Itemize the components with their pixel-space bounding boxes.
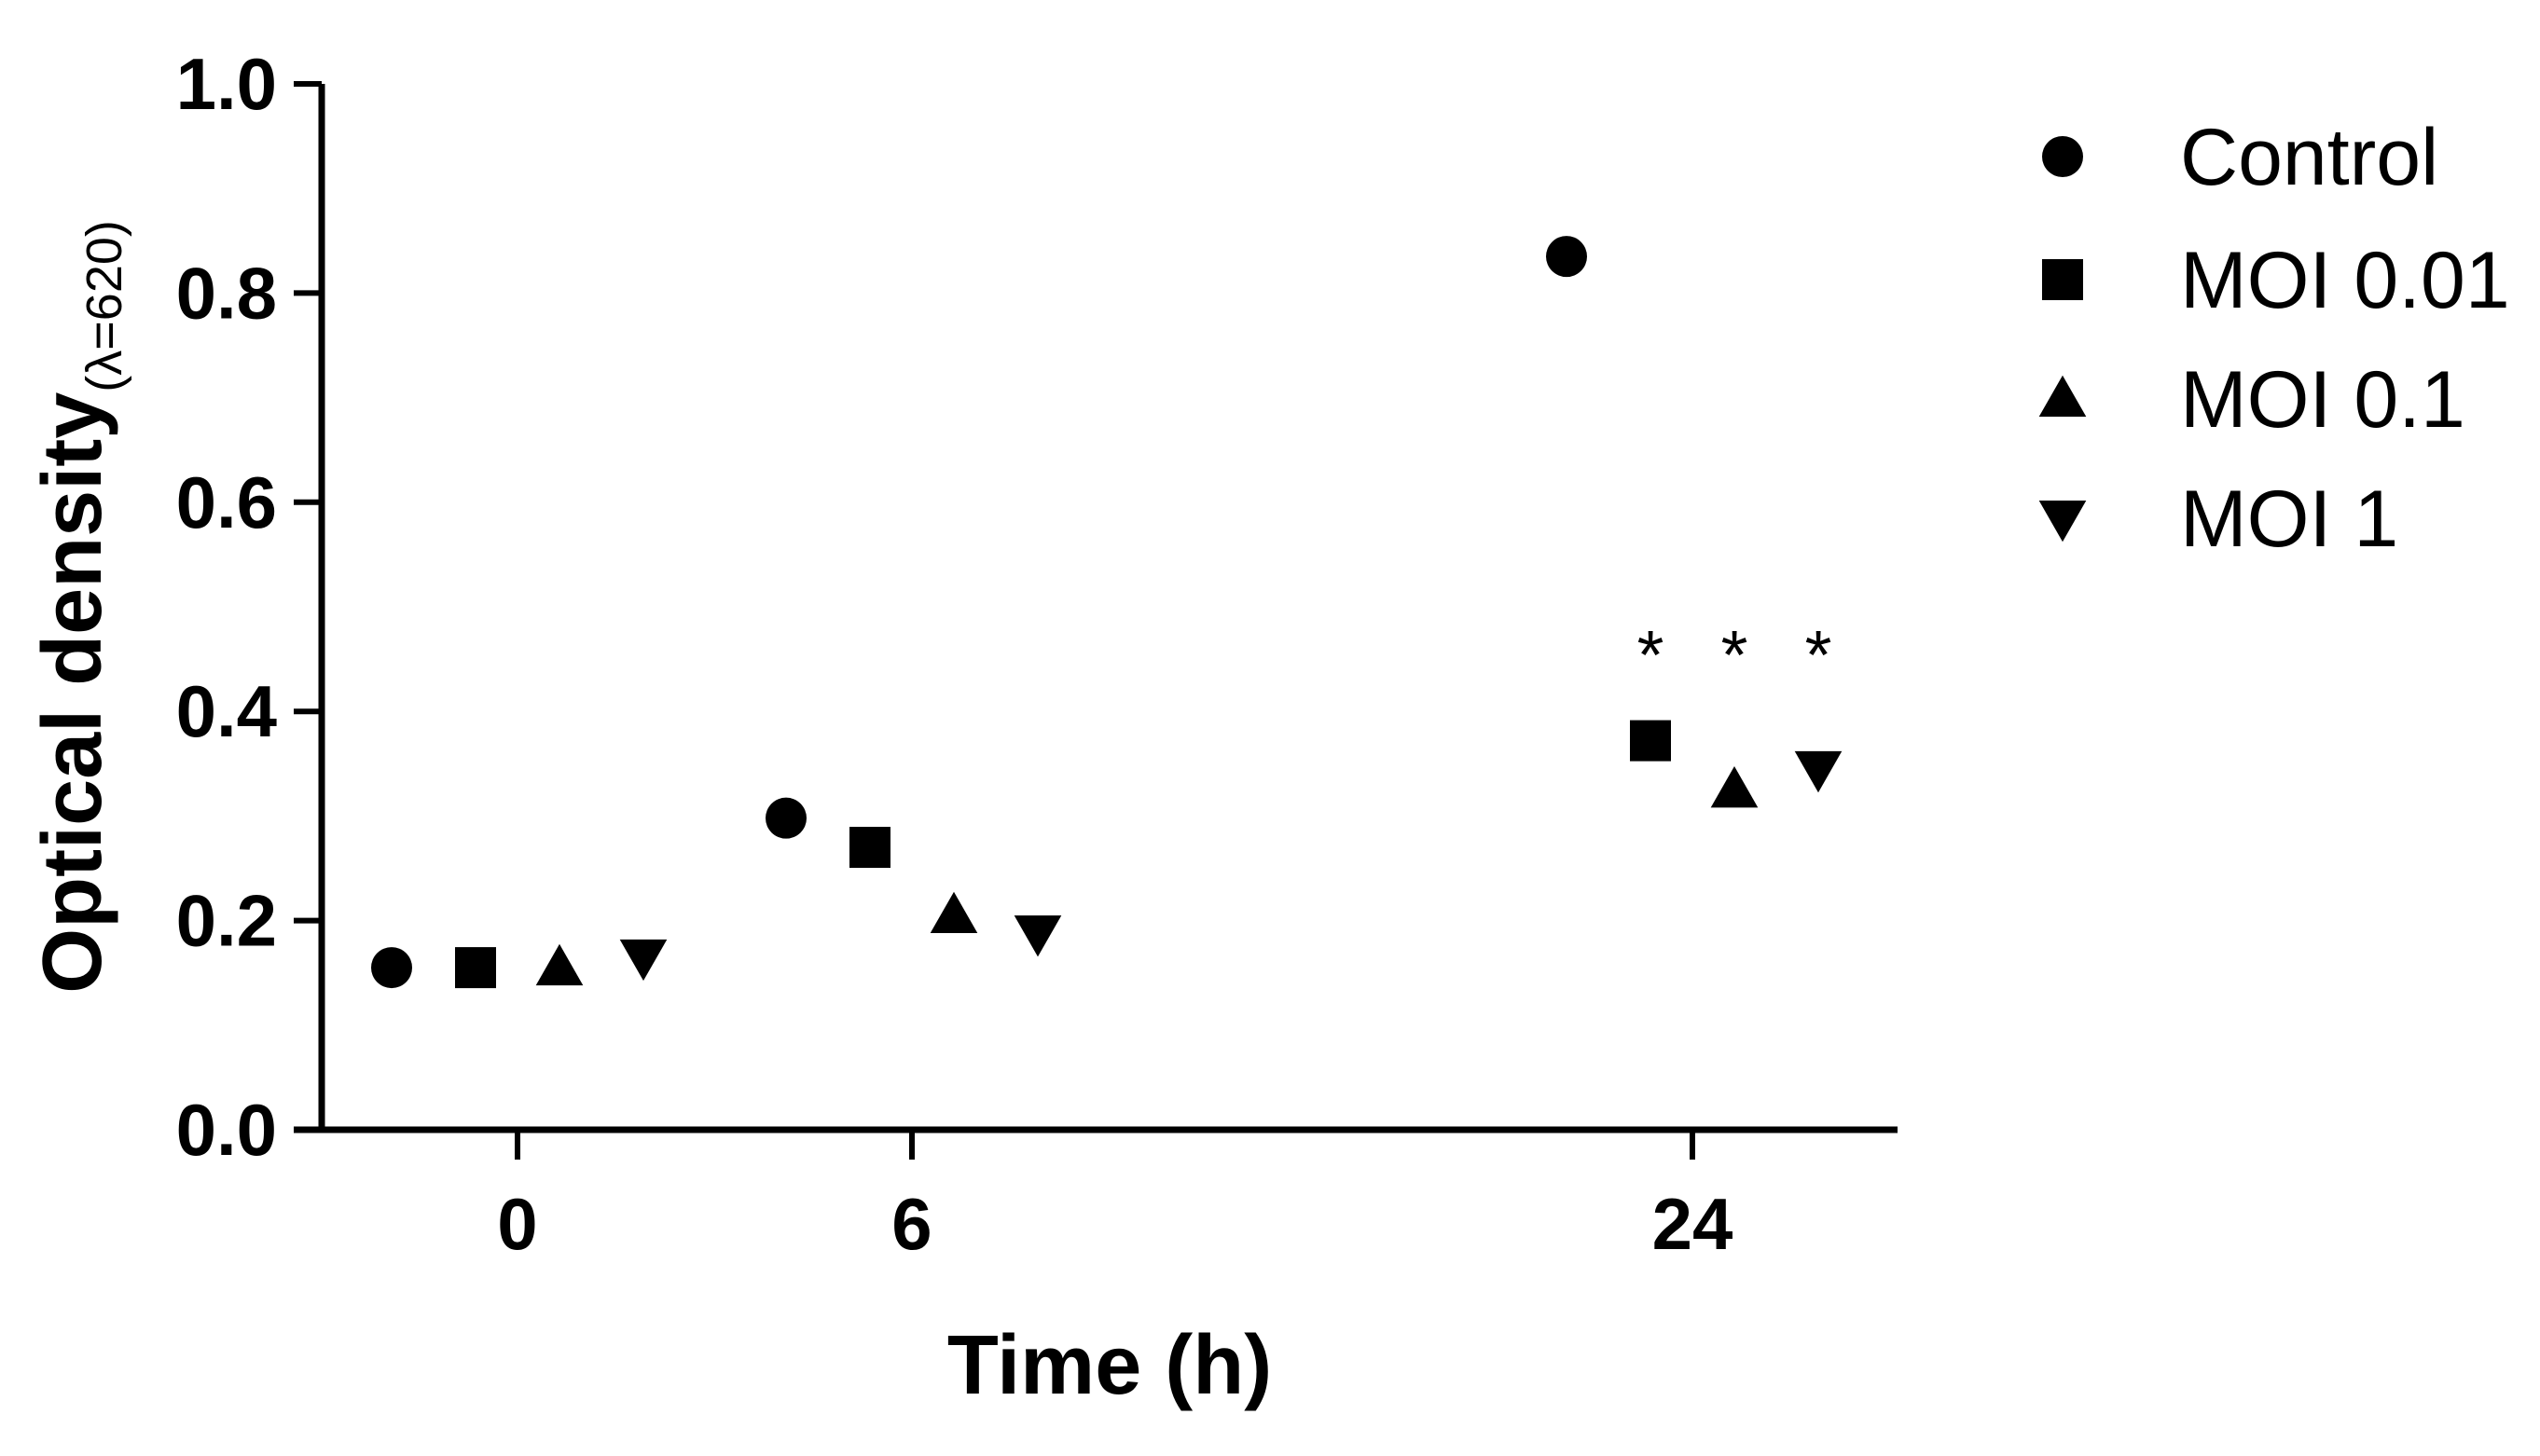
data-point-triangle-down — [1794, 750, 1843, 793]
x-tick-label: 6 — [891, 1183, 932, 1265]
y-axis-ticks: 0.0 0.2 0.4 0.6 0.8 1.0 — [176, 43, 322, 1171]
legend-item: Control — [2042, 113, 2438, 202]
significance-star: * — [1721, 616, 1748, 694]
data-point-square — [849, 827, 890, 869]
data-point-triangle-up — [535, 943, 584, 986]
x-axis-ticks: 0 6 24 — [497, 1130, 1732, 1265]
x-tick-label: 0 — [497, 1183, 537, 1265]
legend: Control MOI 0.01 MOI 0.1 MOI 1 — [2038, 113, 2510, 564]
data-point-triangle-up — [1710, 766, 1759, 808]
data-point-circle — [371, 947, 412, 989]
data-point-triangle-down — [619, 939, 668, 982]
y-axis-title-main: Optical density — [26, 392, 119, 994]
legend-marker-square — [2042, 259, 2083, 300]
legend-marker-triangle-down — [2038, 501, 2087, 543]
y-axis-title: Optical density(λ=620) — [26, 220, 132, 994]
legend-label: Control — [2180, 113, 2438, 202]
data-point-circle — [766, 797, 807, 839]
y-tick-label: 0.8 — [176, 252, 277, 334]
data-point-square — [455, 947, 496, 989]
legend-marker-circle — [2042, 136, 2083, 177]
y-tick-label: 0.2 — [176, 880, 277, 962]
data-point-circle — [1546, 236, 1587, 278]
legend-marker-triangle-up — [2038, 375, 2087, 417]
y-tick-label: 0.0 — [176, 1089, 277, 1171]
significance-star: * — [1637, 616, 1664, 694]
y-axis-title-subscript: (λ=620) — [76, 220, 132, 392]
data-point-triangle-up — [930, 891, 978, 933]
legend-item: MOI 0.01 — [2042, 236, 2510, 325]
data-points — [371, 236, 1843, 989]
y-tick-label: 1.0 — [176, 43, 277, 125]
legend-label: MOI 0.01 — [2180, 236, 2510, 325]
legend-label: MOI 1 — [2180, 474, 2398, 564]
y-tick-label: 0.6 — [176, 461, 277, 543]
data-point-triangle-down — [1014, 915, 1062, 957]
significance-markers: * * * — [1637, 616, 1832, 694]
significance-star: * — [1805, 616, 1832, 694]
legend-label: MOI 0.1 — [2180, 355, 2465, 445]
x-tick-label: 24 — [1652, 1183, 1733, 1265]
legend-item: MOI 0.1 — [2038, 355, 2465, 445]
x-axis-title: Time (h) — [947, 1319, 1272, 1412]
legend-item: MOI 1 — [2038, 474, 2398, 564]
data-point-square — [1630, 720, 1671, 762]
y-tick-label: 0.4 — [176, 670, 277, 752]
